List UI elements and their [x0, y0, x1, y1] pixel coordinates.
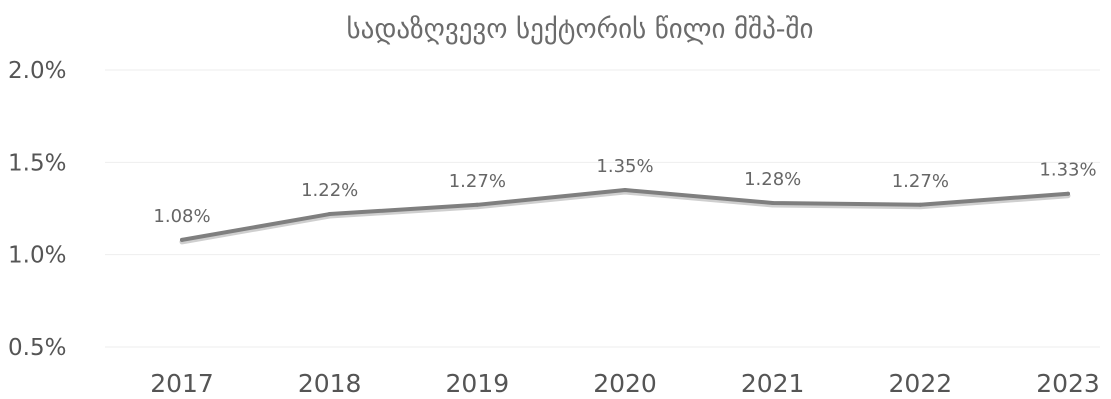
- data-point: [623, 188, 627, 193]
- x-tick-label: 2023: [1036, 369, 1100, 398]
- gridlines: [105, 69, 1100, 348]
- data-point: [327, 212, 332, 217]
- data-point: [1066, 191, 1070, 196]
- data-labels: 1.08% 1.22% 1.27% 1.35% 1.28% 1.27% 1.33%: [153, 156, 1096, 227]
- y-tick-label: 1.5%: [8, 150, 66, 176]
- y-axis-ticks: 0.5% 1.0% 1.5% 2.0%: [8, 58, 66, 361]
- data-point: [475, 202, 480, 207]
- data-label: 1.27%: [892, 171, 949, 192]
- data-point: [770, 200, 775, 205]
- x-tick-label: 2019: [446, 369, 510, 398]
- data-points: [180, 188, 1070, 242]
- data-label: 1.28%: [744, 169, 801, 190]
- y-tick-label: 2.0%: [8, 58, 66, 84]
- data-label: 1.35%: [596, 156, 653, 177]
- x-tick-label: 2017: [150, 369, 214, 398]
- data-label: 1.33%: [1039, 160, 1096, 181]
- data-point: [918, 202, 923, 207]
- x-tick-label: 2022: [889, 369, 953, 398]
- x-axis-ticks: 2017 2018 2019 2020 2021 2022 2023: [150, 369, 1100, 398]
- data-point: [180, 237, 184, 242]
- data-label: 1.27%: [449, 171, 506, 192]
- x-tick-label: 2020: [593, 369, 657, 398]
- x-tick-label: 2018: [298, 369, 362, 398]
- data-label: 1.22%: [301, 180, 358, 201]
- chart-title: სადაზღვევო სექტორის წილი მშპ-ში: [347, 14, 814, 45]
- data-label: 1.08%: [153, 206, 210, 227]
- y-tick-label: 0.5%: [8, 335, 66, 361]
- x-tick-label: 2021: [741, 369, 805, 398]
- y-tick-label: 1.0%: [8, 243, 66, 269]
